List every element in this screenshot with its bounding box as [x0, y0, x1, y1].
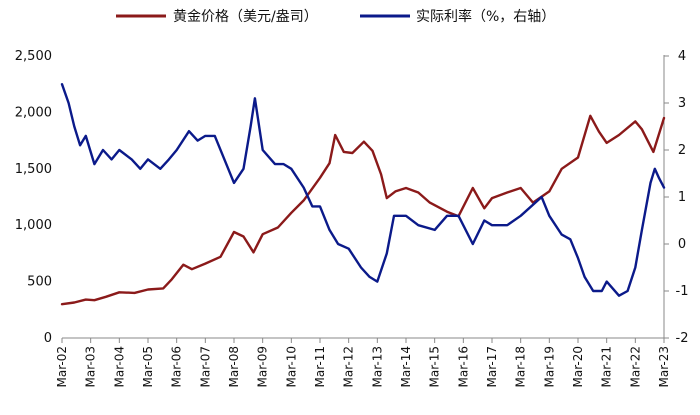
right-axis-ticks: -2 -1 0 1 2 3 4	[664, 49, 688, 346]
x-tick-label: Mar-06	[170, 346, 184, 387]
real-rate-line	[60, 82, 666, 297]
legend-label-real-rate: 实际利率（%，右轴）	[416, 8, 555, 25]
x-tick-label: Mar-18	[514, 346, 528, 387]
left-tick-label: 0	[44, 331, 52, 346]
x-tick-label: Mar-17	[485, 346, 499, 387]
legend-label-gold: 黄金价格（美元/盎司）	[173, 8, 318, 25]
x-tick-label: Mar-11	[313, 346, 327, 387]
x-axis-ticks: Mar-02 Mar-03 Mar-04 Mar-05 Mar-06 Mar-07 Mar-…	[55, 338, 671, 387]
x-tick-label: Mar-10	[284, 346, 298, 387]
x-tick-label: Mar-08	[227, 346, 241, 387]
right-tick-label: 4	[678, 49, 686, 64]
right-tick-label: -2	[676, 331, 689, 346]
left-tick-label: 2,500	[15, 49, 52, 64]
right-tick-label: 0	[678, 237, 686, 252]
x-tick-label: Mar-19	[542, 346, 556, 387]
x-tick-label: Mar-14	[399, 346, 413, 387]
x-tick-label: Mar-16	[456, 346, 470, 387]
left-axis-ticks: 0 500 1,000 1,500 2,000 2,500	[15, 49, 52, 346]
legend: 黄金价格（美元/盎司） 实际利率（%，右轴）	[116, 8, 555, 25]
x-tick-label: Mar-09	[256, 346, 270, 387]
x-tick-label: Mar-04	[112, 346, 126, 387]
x-tick-label: Mar-03	[84, 346, 98, 387]
x-tick-label: Mar-13	[370, 346, 384, 387]
left-tick-label: 2,000	[15, 105, 52, 120]
left-tick-label: 500	[27, 275, 52, 290]
x-tick-label: Mar-22	[628, 346, 642, 387]
left-tick-label: 1,500	[15, 162, 52, 177]
x-tick-label: Mar-05	[141, 346, 155, 387]
series-layer	[60, 82, 666, 306]
right-tick-label: 1	[678, 190, 686, 205]
right-tick-label: 3	[678, 96, 686, 111]
x-tick-label: Mar-23	[657, 346, 671, 387]
x-tick-label: Mar-20	[571, 346, 585, 387]
left-tick-label: 1,000	[15, 218, 52, 233]
x-tick-label: Mar-12	[342, 346, 356, 387]
right-tick-label: 2	[678, 143, 686, 158]
x-tick-label: Mar-02	[55, 346, 69, 387]
gold-price-line	[60, 114, 666, 306]
x-tick-label: Mar-21	[600, 346, 614, 387]
x-tick-label: Mar-15	[428, 346, 442, 387]
right-tick-label: -1	[676, 284, 689, 299]
x-tick-label: Mar-07	[198, 346, 212, 387]
